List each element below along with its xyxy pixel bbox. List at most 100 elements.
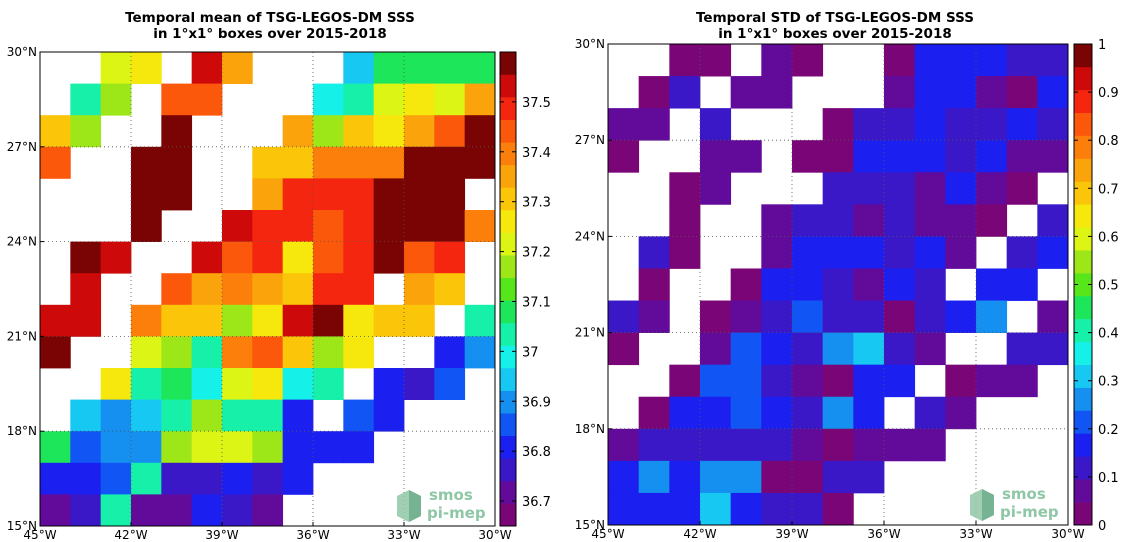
- heatmap-cell: [1037, 300, 1069, 333]
- heatmap-cell: [40, 494, 71, 527]
- heatmap-cell: [638, 108, 670, 141]
- heatmap-cell: [945, 172, 977, 205]
- y-tick-label: 27°N: [575, 133, 605, 147]
- heatmap-cell: [343, 83, 375, 116]
- heatmap-cell: [669, 492, 701, 526]
- colorbar-segment: [1074, 250, 1092, 274]
- heatmap-cell: [608, 300, 640, 333]
- heatmap-cell: [976, 268, 1008, 301]
- heatmap-cell: [252, 241, 284, 274]
- heatmap-cell: [945, 76, 977, 109]
- heatmap-cell: [884, 268, 916, 301]
- x-tick-label: 36°W: [296, 528, 329, 542]
- heatmap-cell: [638, 236, 670, 269]
- heatmap-cell: [464, 210, 496, 242]
- heatmap-cell: [40, 115, 71, 148]
- y-tick-label: 21°N: [575, 326, 605, 340]
- heatmap-cell: [976, 172, 1008, 205]
- colorbar-segment: [500, 390, 516, 414]
- colorbar-segment: [500, 97, 516, 121]
- heatmap-cell: [976, 364, 1008, 398]
- heatmap-cell: [191, 52, 223, 84]
- y-tick-label: 24°N: [575, 229, 605, 243]
- colorbar-segment: [1074, 456, 1092, 480]
- heatmap-cell: [914, 204, 946, 237]
- heatmap-cell: [313, 368, 344, 400]
- heatmap-cell: [373, 52, 405, 84]
- colorbar-segment: [500, 458, 516, 482]
- heatmap-cell: [343, 146, 375, 179]
- colorbar-segment: [1074, 364, 1092, 388]
- colorbar-segment: [1074, 273, 1092, 297]
- heatmap-cell: [761, 460, 793, 494]
- x-tick-label: 30°W: [478, 528, 511, 542]
- colorbar-tick-label: 0.8: [1098, 134, 1119, 149]
- heatmap-cell: [792, 460, 824, 494]
- heatmap-cell: [945, 396, 977, 430]
- heatmap-cell: [761, 204, 793, 237]
- chart-title: Temporal mean of TSG-LEGOS-DM SSS: [125, 10, 415, 26]
- heatmap-cell: [914, 44, 946, 77]
- heatmap-cell: [669, 428, 701, 462]
- colorbar-segment: [500, 277, 516, 301]
- heatmap-cell: [1006, 268, 1038, 301]
- heatmap-cell: [313, 178, 344, 211]
- heatmap-cell: [343, 399, 375, 432]
- heatmap-cell: [822, 396, 854, 430]
- heatmap-cell: [792, 396, 824, 430]
- heatmap-cells: [40, 52, 496, 527]
- heatmap-cell: [100, 368, 132, 400]
- colorbar-segment: [500, 52, 516, 75]
- y-tick-label: 24°N: [7, 235, 37, 249]
- heatmap-cell: [976, 300, 1008, 333]
- colorbar-tick-label: 36.7: [522, 495, 551, 510]
- heatmap-cell: [434, 210, 466, 242]
- heatmap-cell: [191, 304, 223, 337]
- colorbar-tick-label: 0.7: [1098, 182, 1119, 197]
- heatmap-cell: [343, 52, 375, 84]
- heatmap-cell: [434, 52, 466, 84]
- heatmap-cell: [853, 428, 885, 462]
- heatmap-cell: [914, 268, 946, 301]
- heatmap-cell: [853, 364, 885, 398]
- heatmap-cell: [343, 304, 375, 337]
- heatmap-cell: [792, 300, 824, 333]
- heatmap-cell: [373, 304, 405, 337]
- heatmap-cell: [638, 300, 670, 333]
- heatmap-cell: [608, 428, 640, 462]
- heatmap-cell: [313, 336, 344, 369]
- heatmap-cell: [100, 52, 132, 84]
- heatmap-cell: [608, 460, 640, 494]
- heatmap-cell: [40, 304, 71, 337]
- heatmap-cell: [761, 364, 793, 398]
- colorbar-tick-label: 0.3: [1098, 375, 1119, 390]
- heatmap-cell: [373, 83, 405, 116]
- heatmap-cell: [945, 300, 977, 333]
- heatmap-cell: [191, 462, 223, 495]
- heatmap-cell: [945, 204, 977, 237]
- colorbar-segment: [500, 232, 516, 256]
- heatmap-cell: [252, 399, 284, 432]
- heatmap-cell: [976, 76, 1008, 109]
- heatmap-cell: [373, 210, 405, 242]
- heatmap-cell: [222, 273, 253, 306]
- heatmap-cell: [608, 492, 640, 526]
- heatmap-cell: [608, 140, 640, 173]
- heatmap-cell: [914, 396, 946, 430]
- heatmap-cell: [945, 364, 977, 398]
- heatmap-cell: [792, 140, 824, 173]
- heatmap-cell: [1006, 108, 1038, 141]
- heatmap-cell: [669, 204, 701, 237]
- heatmap-cell: [70, 431, 102, 464]
- heatmap-cell: [464, 115, 496, 148]
- heatmap-cell: [434, 83, 466, 116]
- heatmap-cell: [131, 399, 162, 432]
- colorbar-segment: [1074, 433, 1092, 457]
- heatmap-cell: [976, 204, 1008, 237]
- heatmap-cell: [884, 236, 916, 269]
- heatmap-cell: [945, 44, 977, 77]
- heatmap-cell: [792, 268, 824, 301]
- heatmap-cell: [730, 76, 762, 109]
